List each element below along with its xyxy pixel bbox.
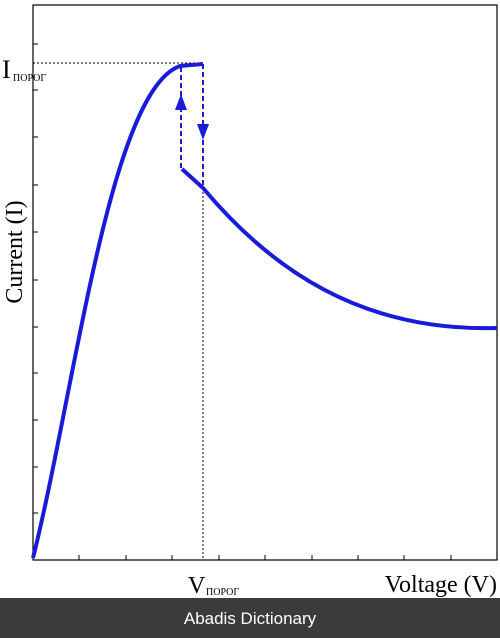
falling-curve (180, 167, 498, 331)
footer-text: Abadis Dictionary (184, 609, 317, 628)
rising-curve (31, 62, 204, 559)
y-title: Current (I) (2, 200, 28, 303)
up-arrow (175, 94, 187, 110)
y-label-sub: ПОРОГ (13, 73, 46, 84)
down-arrow (197, 124, 209, 140)
ticks (33, 43, 452, 560)
x-title: Voltage (V) (385, 572, 497, 598)
x-label-main: V (188, 573, 206, 599)
y-label-main: I (2, 55, 11, 84)
x-label-sub: ПОРОГ (206, 587, 239, 598)
footer-bar (0, 598, 500, 638)
